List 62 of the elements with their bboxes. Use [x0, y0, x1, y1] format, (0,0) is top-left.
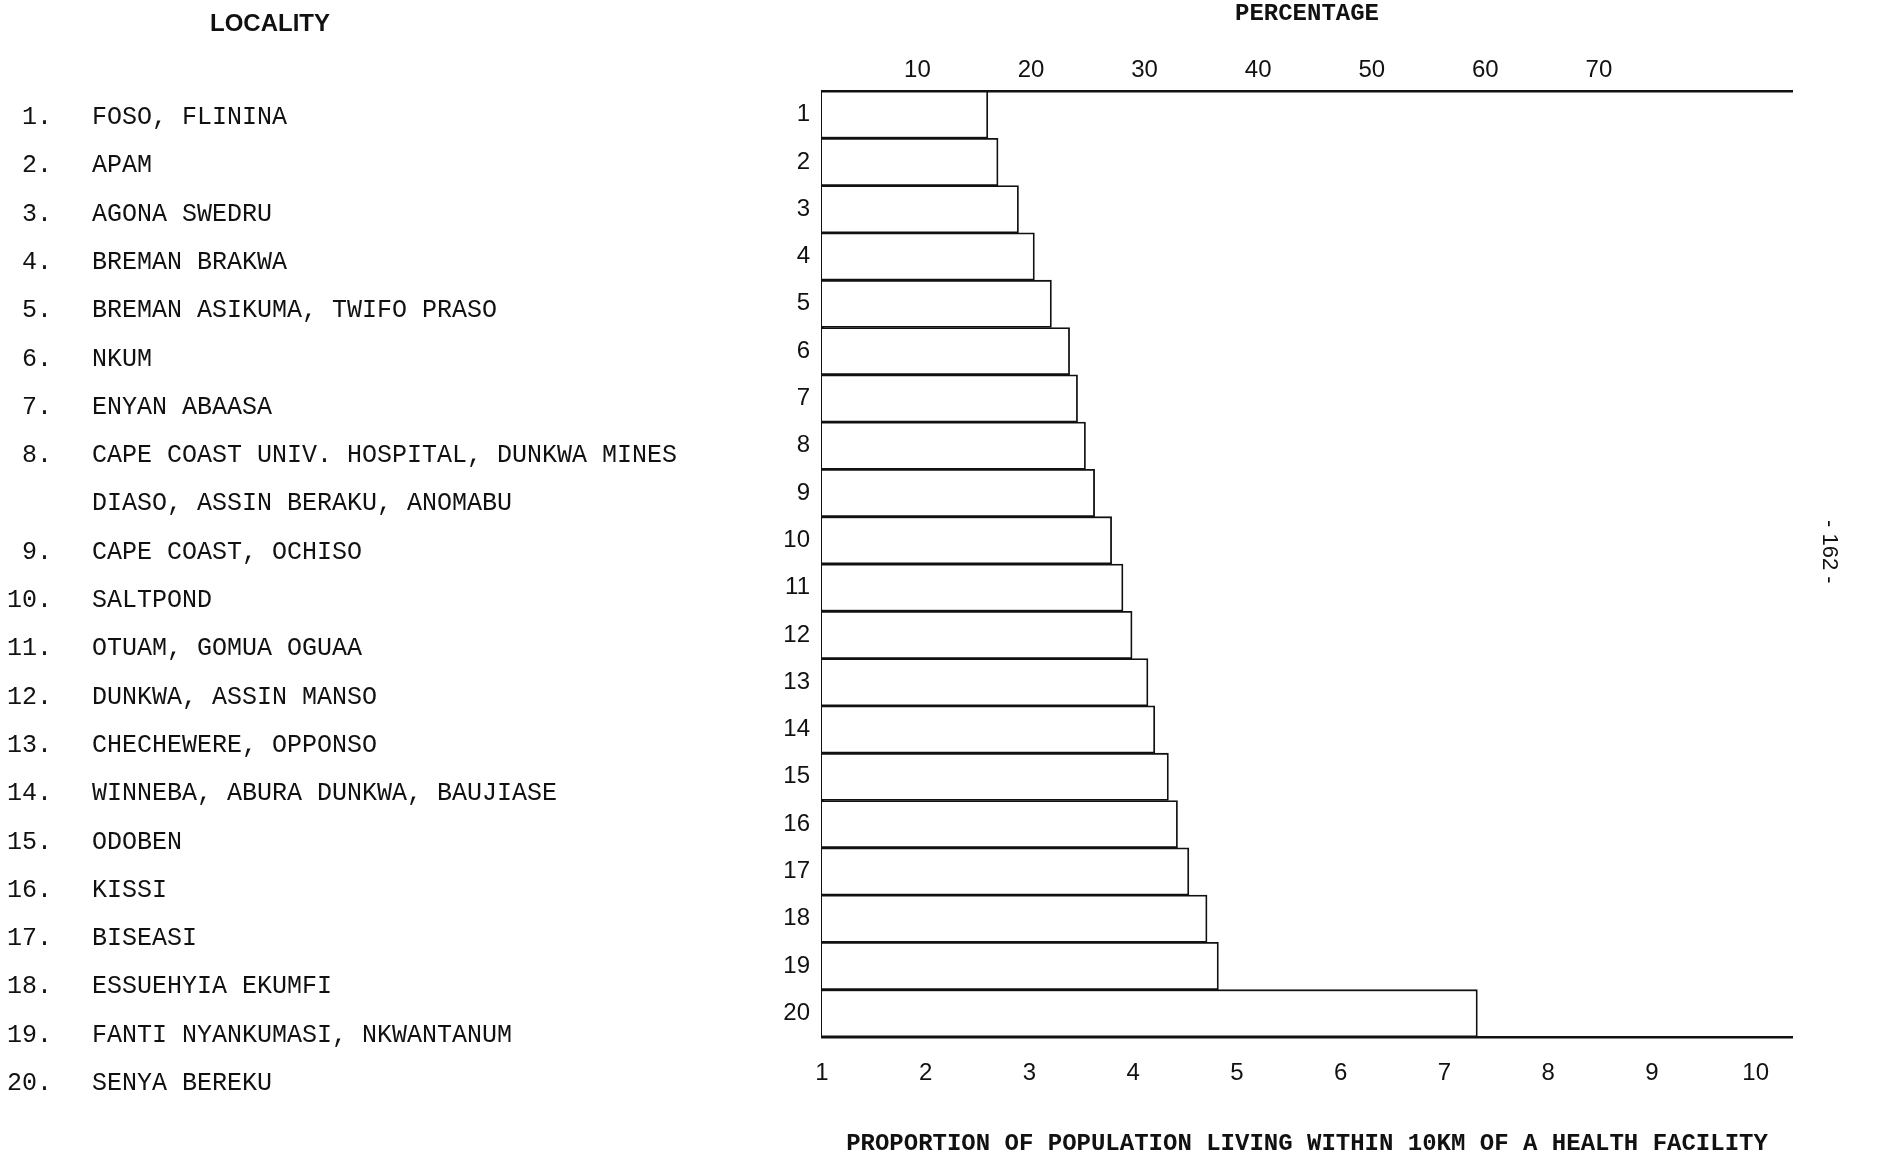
text: 14. WINNEBA, ABURA DUNKWA, BAUJIASE [6, 779, 558, 809]
text: 17. BISEASI [6, 924, 198, 954]
y-tick-label: 20 [783, 997, 810, 1025]
x-tick-label: 4 [1126, 1058, 1140, 1086]
y-tick-label: 4 [796, 241, 810, 269]
x-tick-label: 1 [815, 1058, 829, 1086]
text: 18. ESSUEHYIA EKUMFI [6, 972, 333, 1002]
y-tick-label: 12 [783, 619, 810, 647]
text: DIASO, ASSIN BERAKU, ANOMABU [92, 489, 513, 520]
text: 1. FOSO, FLININA [21, 103, 288, 132]
x2-tick-label: 40 [1244, 55, 1272, 83]
y-tick-label: 3 [796, 193, 810, 221]
y-tick-label: 17 [783, 856, 810, 884]
text: - 162 - [1817, 520, 1844, 584]
x2-tick-label: 60 [1471, 55, 1499, 83]
text: 6. NKUM [21, 344, 153, 374]
text: 16. KISSI [6, 875, 168, 905]
x2-tick-label: 20 [1017, 55, 1045, 83]
y-tick-label: 5 [796, 288, 810, 316]
y-tick-label: 10 [783, 524, 810, 552]
y-tick-label: 2 [796, 146, 810, 174]
y-tick-label: 19 [783, 950, 810, 978]
text: 19. FANTI NYANKUMASI, NKWANTANUM [6, 1020, 513, 1050]
text: 3. AGONA SWEDRU [21, 199, 273, 229]
text: 12. DUNKWA, ASSIN MANSO [6, 682, 378, 712]
text: 8. CAPE COAST UNIV. HOSPITAL, DUNKWA MINES [21, 441, 678, 471]
x2-tick-label: 50 [1358, 55, 1386, 83]
text: 11. OTUAM, GOMUA OGUAA [6, 634, 363, 664]
x-tick-label: 3 [1022, 1058, 1037, 1086]
x-tick-label: 2 [919, 1058, 933, 1086]
x-tick-label: 9 [1645, 1058, 1659, 1086]
x-tick-label: 5 [1230, 1058, 1244, 1086]
y-tick-label: 8 [796, 430, 810, 458]
text: 13. CHECHEWERE, OPPONSO [6, 730, 378, 760]
y-tick-label: 6 [796, 335, 810, 363]
text: 10. SALTPOND [6, 586, 213, 615]
text: 9. CAPE COAST, OCHISO [21, 537, 363, 567]
y-tick-label: 1 [796, 99, 810, 127]
x-tick-label: 6 [1334, 1058, 1348, 1086]
text: 4. BREMAN BRAKWA [21, 247, 288, 277]
x2-tick-label: 30 [1131, 55, 1158, 83]
x-tick-label: 8 [1541, 1058, 1555, 1086]
x2-tick-label: 10 [904, 55, 931, 83]
y-tick-label: 7 [796, 383, 810, 411]
y-tick-label: 14 [783, 714, 810, 742]
x-tick-label: 10 [1742, 1058, 1770, 1086]
text: 20. SENYA BEREKU [6, 1069, 273, 1098]
y-tick-label: 16 [783, 808, 810, 836]
x-axis-title: PROPORTION OF POPULATION LIVING WITHIN 10KM OF A HEALTH FACILITY [846, 1129, 1769, 1157]
y-tick-label: 9 [796, 477, 810, 505]
x2-axis-title: PERCENTAGE [1234, 0, 1380, 28]
text: LOCALITY [210, 8, 330, 38]
text: 2. APAM [21, 151, 153, 181]
y-tick-label: 13 [783, 666, 810, 694]
y-tick-label: 11 [785, 572, 810, 600]
x2-tick-label: 70 [1585, 55, 1613, 83]
y-tick-label: 15 [783, 761, 810, 789]
text: 7. ENYAN ABAASA [21, 392, 273, 422]
text: 15. ODOBEN [6, 827, 183, 857]
text: 5. BREMAN ASIKUMA, TWIFO PRASO [21, 296, 498, 326]
y-tick-label: 18 [783, 903, 810, 931]
x-tick-label: 7 [1437, 1058, 1452, 1086]
